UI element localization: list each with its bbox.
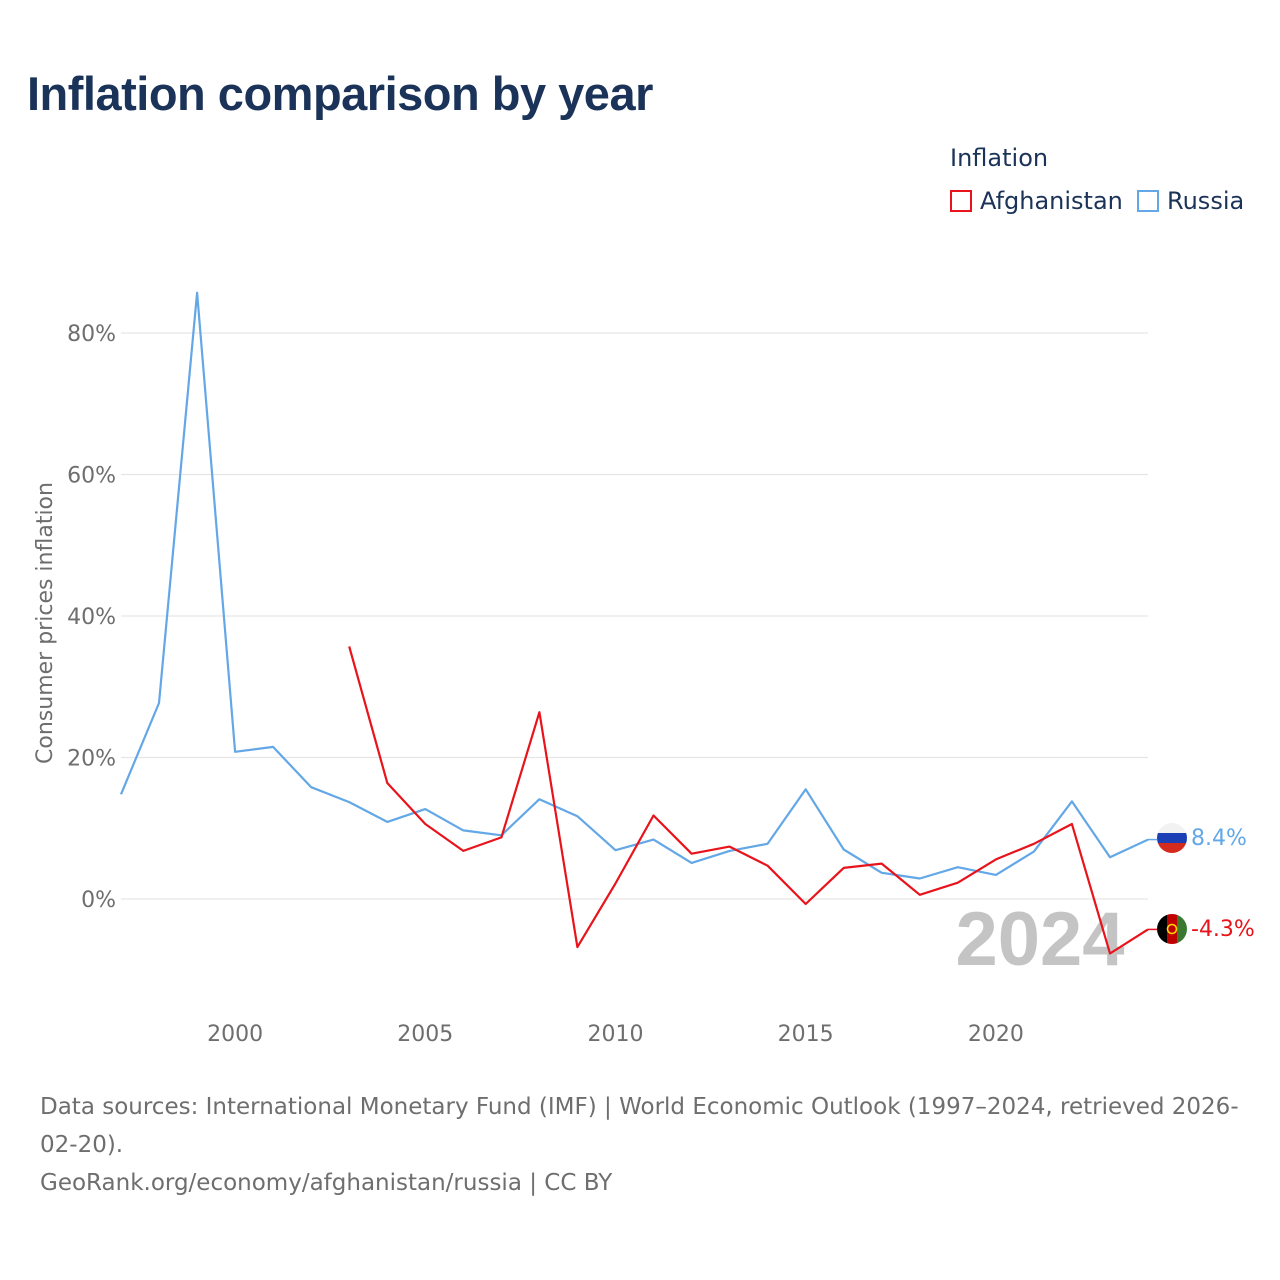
line-chart: 0% 20% 40% 60% 80% 2000 2005 2010 2015 2020 2024… xyxy=(33,291,1255,1047)
legend-title: Inflation xyxy=(950,144,1049,172)
x-tick-label: 2010 xyxy=(587,1022,643,1047)
series-line-russia xyxy=(119,291,1149,880)
legend-label-russia: Russia xyxy=(1167,187,1245,215)
data-sources-text: Data sources: International Monetary Fun… xyxy=(40,1094,1239,1158)
credit-text: GeoRank.org/economy/afghanistan/russia |… xyxy=(40,1170,613,1196)
y-tick-label: 0% xyxy=(81,888,116,913)
year-watermark: 2024 xyxy=(955,897,1124,982)
x-tick-label: 2000 xyxy=(207,1022,263,1047)
afghanistan-flag-icon xyxy=(1157,914,1187,944)
series-line-afghanistan xyxy=(348,646,1149,955)
y-axis-label: Consumer prices inflation xyxy=(33,482,58,764)
end-label-afghanistan: -4.3% xyxy=(1191,917,1255,942)
x-tick-label: 2005 xyxy=(397,1022,453,1047)
grid-lines xyxy=(121,332,1148,900)
legend-label-afghanistan: Afghanistan xyxy=(980,187,1123,215)
y-tick-label: 60% xyxy=(67,464,116,489)
legend-swatch-russia xyxy=(1137,190,1159,212)
x-tick-label: 2020 xyxy=(968,1022,1024,1047)
end-label-russia: 8.4% xyxy=(1191,826,1247,851)
y-tick-label: 80% xyxy=(67,322,116,347)
x-tick-label: 2015 xyxy=(778,1022,834,1047)
legend-item-afghanistan[interactable]: Afghanistan xyxy=(950,186,1123,216)
series-lines xyxy=(119,291,1157,955)
y-tick-label: 40% xyxy=(67,605,116,630)
legend-item-russia[interactable]: Russia xyxy=(1137,186,1244,216)
chart-footer: Data sources: International Monetary Fun… xyxy=(40,1088,1250,1202)
legend-swatch-afghanistan xyxy=(950,190,972,212)
y-axis-ticks: 0% 20% 40% 60% 80% xyxy=(67,322,116,913)
russia-flag-icon xyxy=(1157,823,1187,853)
y-tick-label: 20% xyxy=(67,747,116,772)
chart-title: Inflation comparison by year xyxy=(27,67,653,120)
x-axis-ticks: 2000 2005 2010 2015 2020 xyxy=(207,1022,1024,1047)
